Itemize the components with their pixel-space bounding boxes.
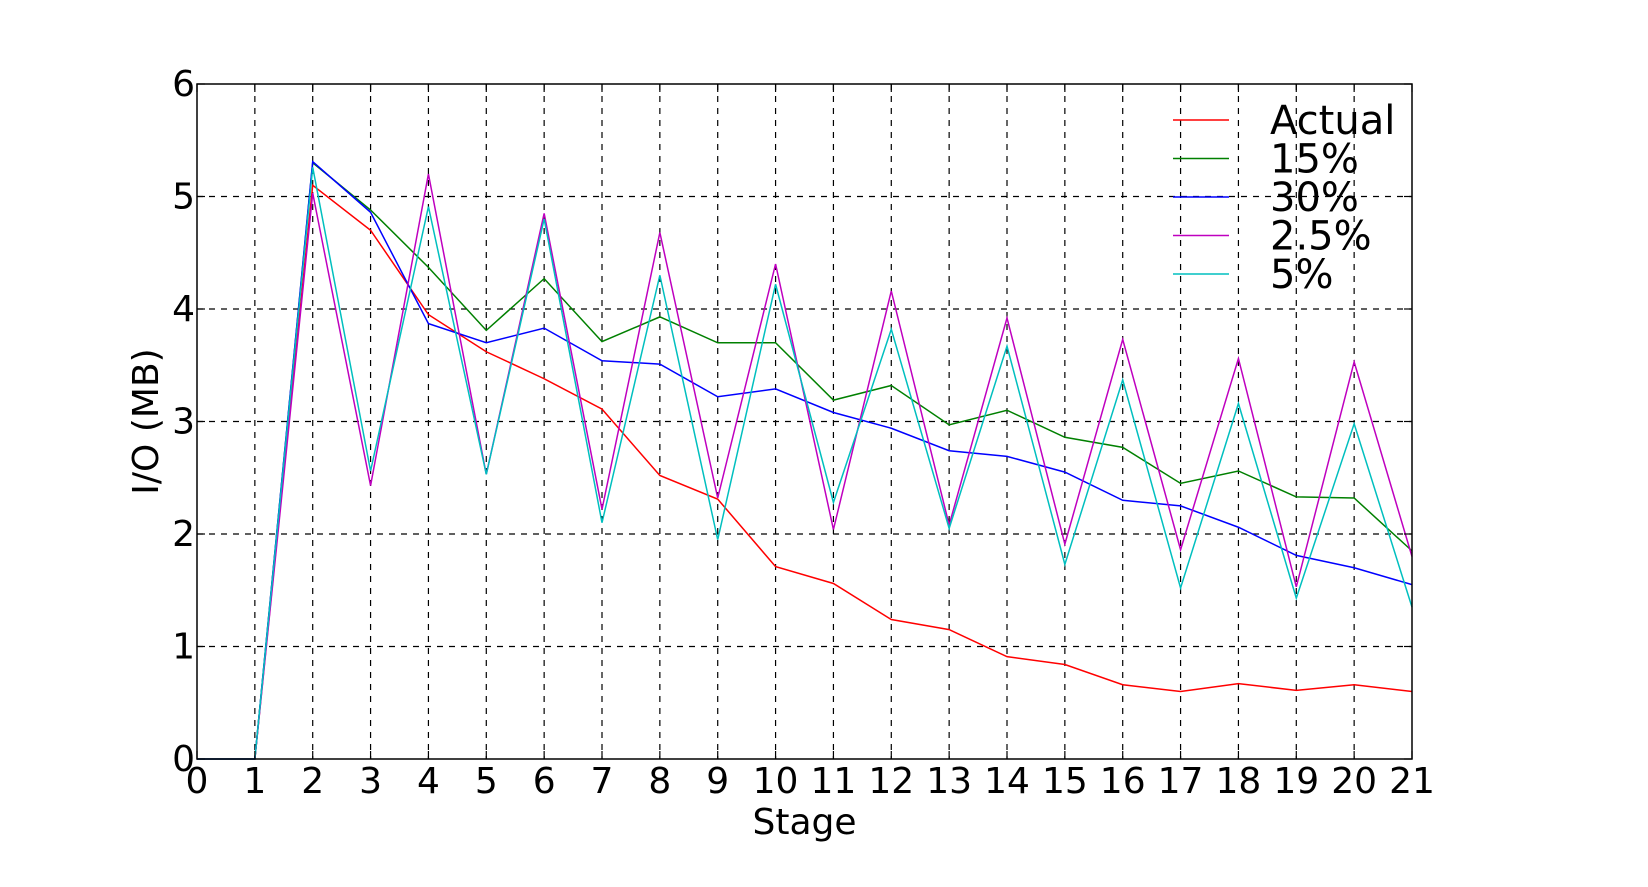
x-tick-label: 20 [1331, 761, 1377, 802]
x-tick-label: 14 [984, 761, 1030, 802]
y-axis-title: I/O (MB) [126, 348, 167, 494]
y-tick-label: 2 [172, 514, 195, 555]
y-tick-label: 3 [172, 402, 195, 443]
x-tick-label: 11 [811, 761, 857, 802]
legend-label: 2.5% [1270, 214, 1372, 260]
legend-label: 30% [1270, 175, 1359, 221]
x-tick-label: 21 [1389, 761, 1435, 802]
x-axis-ticks: 0 1 2 3 4 5 6 7 8 9 10 11 12 13 14 15 16 17 18 19 20 21 [186, 84, 1435, 802]
series-line-2 [197, 160, 1413, 760]
y-tick-label: 4 [172, 289, 195, 330]
x-axis-title: Stage [752, 802, 856, 843]
y-tick-label: 1 [172, 627, 195, 668]
y-tick-label: 0 [172, 739, 195, 780]
x-tick-label: 15 [1042, 761, 1088, 802]
y-tick-label: 6 [172, 64, 195, 105]
x-tick-label: 9 [706, 761, 729, 802]
x-tick-label: 7 [591, 761, 614, 802]
x-tick-label: 6 [533, 761, 556, 802]
x-tick-label: 5 [475, 761, 498, 802]
x-tick-label: 10 [753, 761, 799, 802]
grid [197, 84, 1412, 759]
series-lines [197, 160, 1413, 760]
series-line-3 [197, 173, 1413, 760]
series-line-1 [197, 161, 1413, 760]
x-tick-label: 8 [648, 761, 671, 802]
legend-label: 5% [1270, 252, 1333, 298]
x-tick-label: 17 [1158, 761, 1204, 802]
x-tick-label: 1 [243, 761, 266, 802]
series-line-4 [197, 167, 1413, 760]
x-tick-label: 12 [868, 761, 914, 802]
legend-label: 15% [1270, 137, 1359, 183]
y-tick-label: 5 [172, 177, 195, 218]
x-tick-label: 19 [1273, 761, 1319, 802]
legend-label: Actual [1270, 98, 1395, 144]
x-tick-label: 3 [359, 761, 382, 802]
x-tick-label: 13 [926, 761, 972, 802]
series-line-0 [197, 183, 1413, 760]
x-tick-label: 0 [186, 761, 209, 802]
x-tick-label: 4 [417, 761, 440, 802]
y-axis-ticks: 0 1 2 3 4 5 6 [172, 64, 1412, 780]
x-tick-label: 16 [1100, 761, 1146, 802]
x-tick-label: 2 [301, 761, 324, 802]
x-tick-label: 18 [1216, 761, 1262, 802]
